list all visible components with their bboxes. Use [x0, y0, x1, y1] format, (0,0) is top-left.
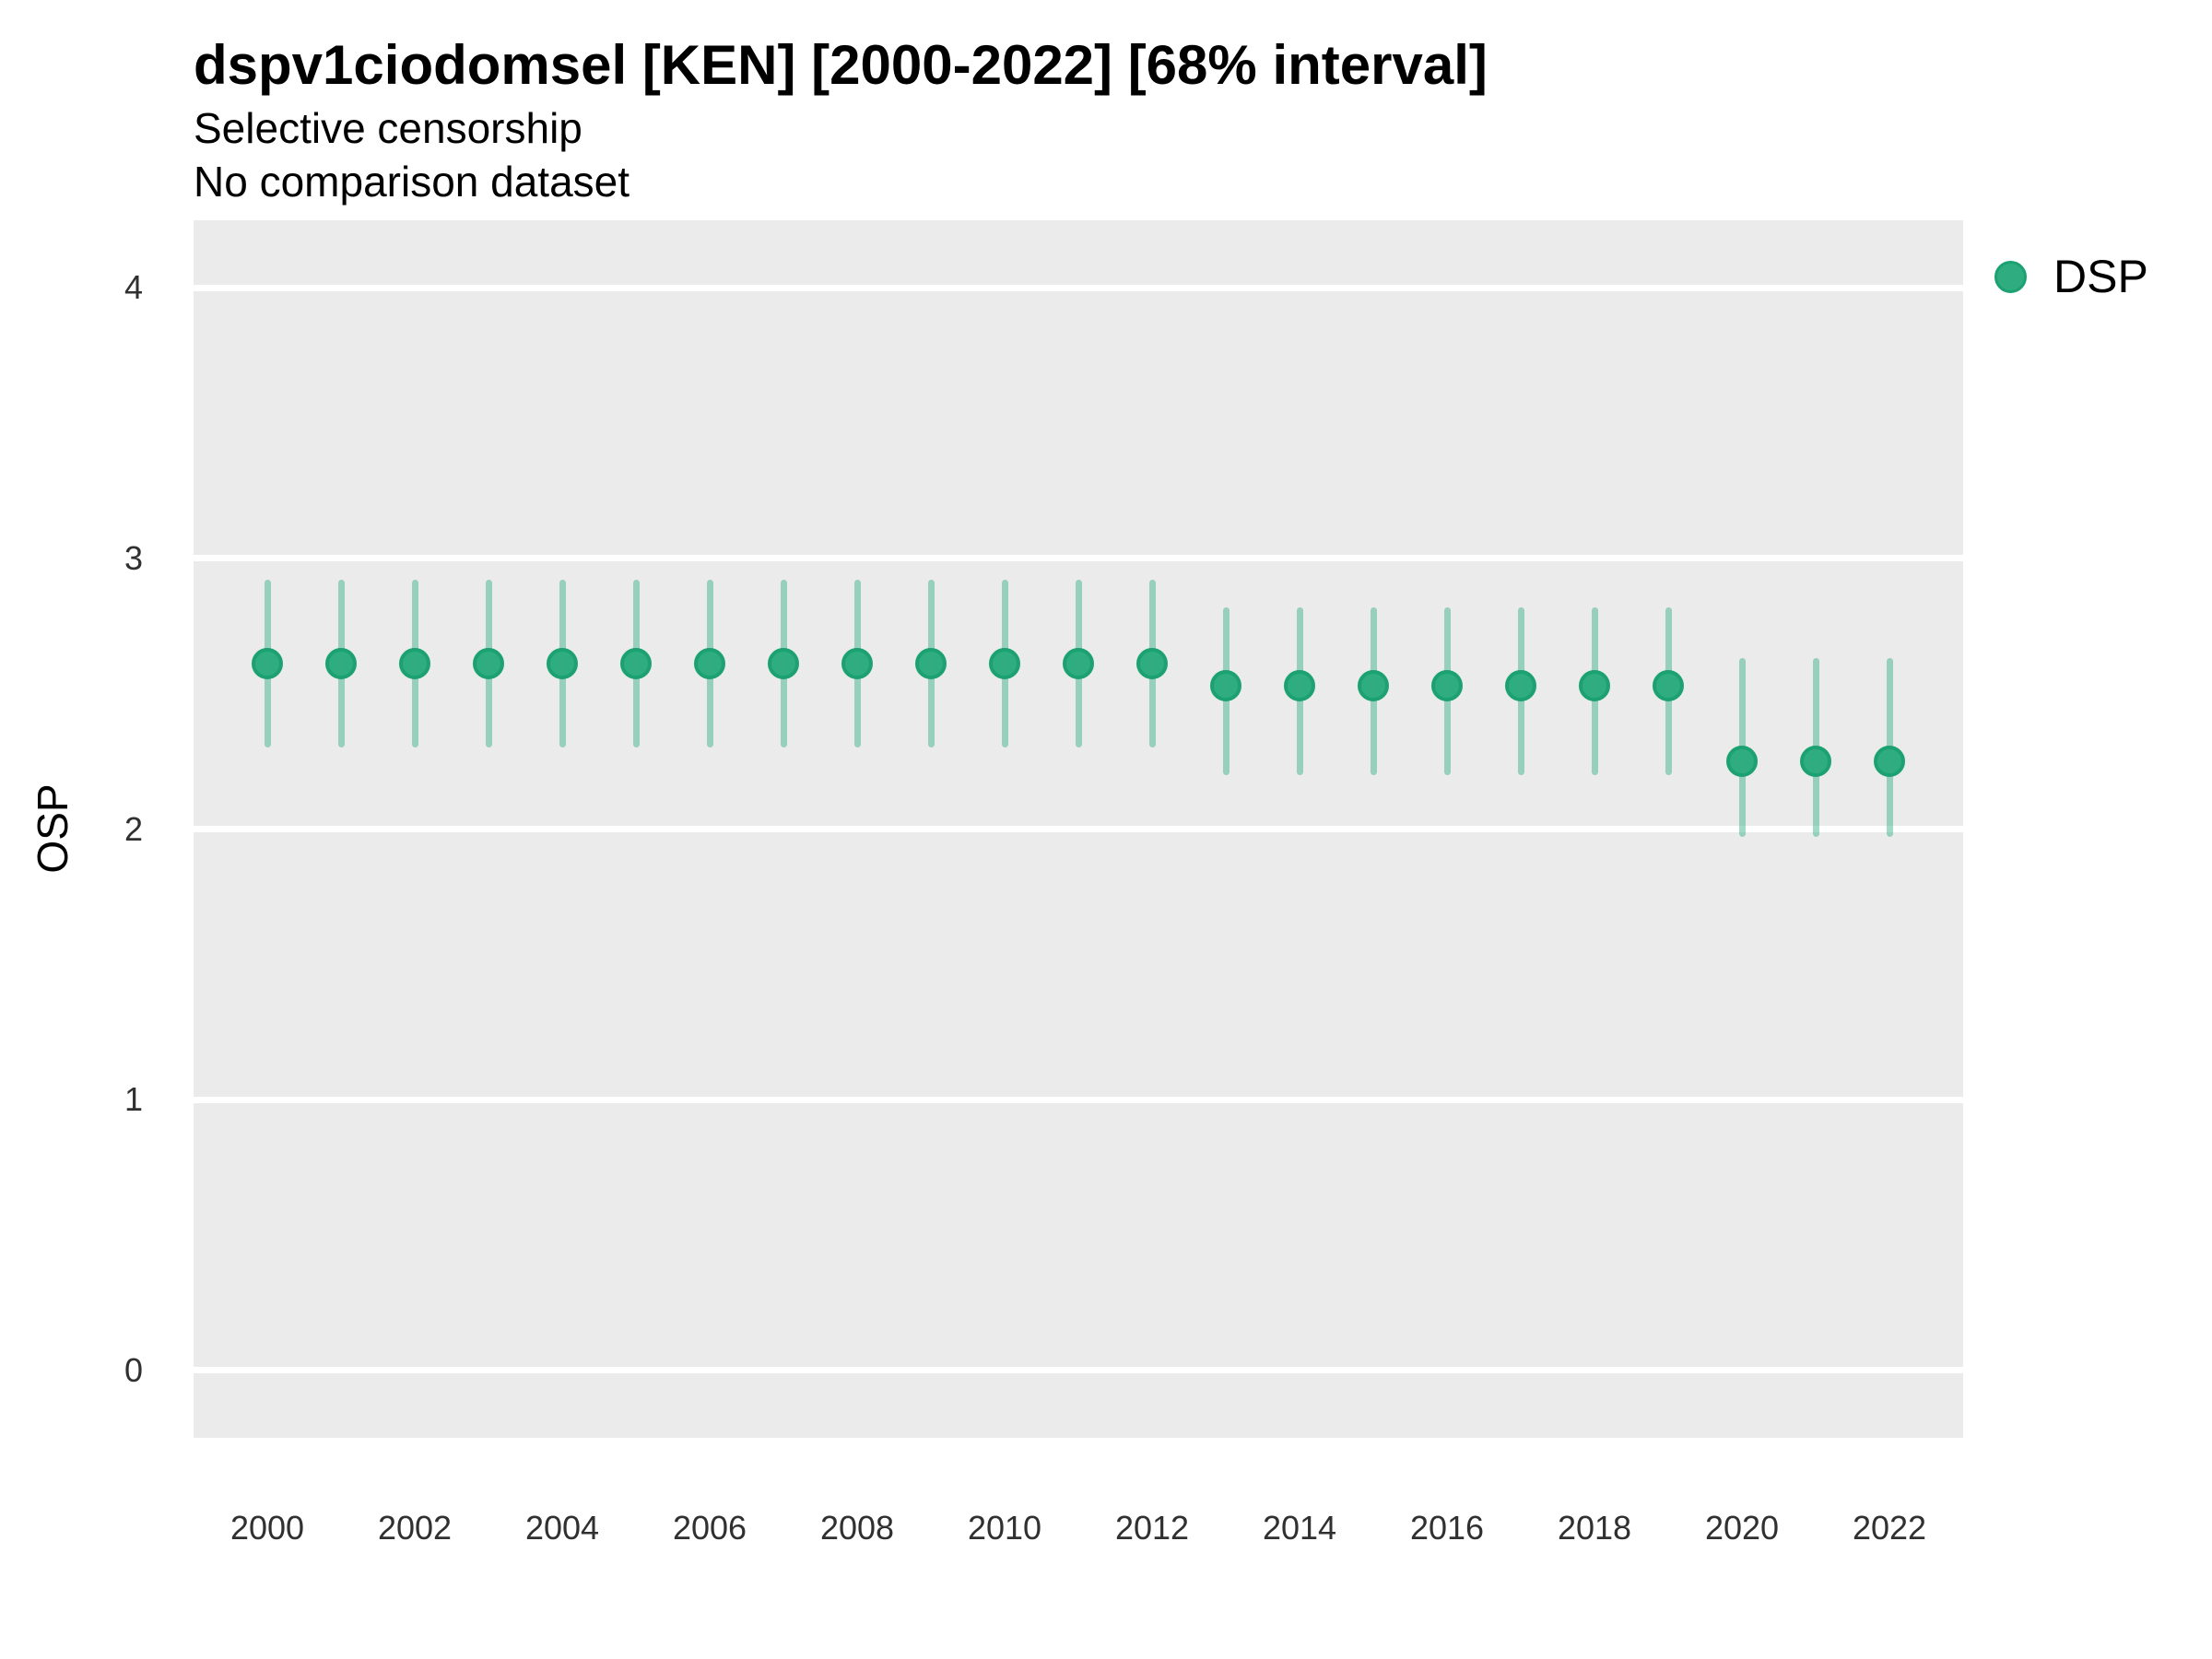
legend-dsp-dot-icon — [1994, 261, 2027, 293]
y-gridline-1 — [194, 1096, 1963, 1103]
x-tick-label-2010: 2010 — [967, 1509, 1042, 1547]
x-tick-label-2002: 2002 — [377, 1509, 453, 1547]
x-tick-label-2022: 2022 — [1852, 1509, 1927, 1547]
legend-dsp-label: DSP — [2053, 251, 2148, 302]
x-tick-label-2008: 2008 — [819, 1509, 895, 1547]
y-tick-label-3: 3 — [124, 538, 143, 577]
x-tick-label-2006: 2006 — [672, 1509, 747, 1547]
data-point-2018 — [1579, 669, 1610, 701]
x-tick-label-2014: 2014 — [1262, 1509, 1337, 1547]
x-tick-label-2004: 2004 — [524, 1509, 600, 1547]
x-tick-label-2000: 2000 — [229, 1509, 305, 1547]
data-point-2013 — [1210, 669, 1241, 701]
data-point-2011 — [1063, 648, 1094, 680]
x-tick-label-2016: 2016 — [1409, 1509, 1485, 1547]
data-point-2000 — [252, 648, 283, 680]
data-point-2022 — [1874, 746, 1905, 778]
data-point-2009 — [915, 648, 947, 680]
data-point-2017 — [1505, 669, 1536, 701]
plot-panel — [194, 220, 1963, 1438]
data-point-2014 — [1284, 669, 1315, 701]
y-tick-label-0: 0 — [124, 1350, 143, 1389]
data-point-2012 — [1136, 648, 1168, 680]
data-point-2004 — [547, 648, 578, 680]
data-point-2008 — [841, 648, 873, 680]
y-gridline-4 — [194, 284, 1963, 291]
y-axis-title: OSP — [29, 783, 76, 874]
data-point-2016 — [1431, 669, 1463, 701]
y-tick-label-2: 2 — [124, 809, 143, 848]
x-tick-label-2020: 2020 — [1704, 1509, 1780, 1547]
data-point-2006 — [694, 648, 725, 680]
chart-subtitle-censorship: Selective censorship — [194, 104, 582, 152]
data-point-2005 — [620, 648, 652, 680]
data-point-2002 — [399, 648, 430, 680]
data-point-2001 — [325, 648, 357, 680]
data-point-2015 — [1358, 669, 1389, 701]
y-gridline-3 — [194, 555, 1963, 562]
x-tick-label-2018: 2018 — [1557, 1509, 1632, 1547]
chart-subtitle-comparison: No comparison dataset — [194, 158, 630, 206]
y-tick-label-4: 4 — [124, 268, 143, 307]
data-point-2021 — [1800, 746, 1831, 778]
y-tick-label-1: 1 — [124, 1080, 143, 1119]
y-gridline-0 — [194, 1367, 1963, 1374]
y-gridline-2 — [194, 826, 1963, 832]
data-point-2010 — [989, 648, 1020, 680]
data-point-2020 — [1726, 746, 1758, 778]
data-point-2019 — [1653, 669, 1684, 701]
chart-title: dspv1ciodomsel [KEN] [2000-2022] [68% in… — [194, 34, 1488, 96]
data-point-2003 — [473, 648, 504, 680]
data-point-2007 — [768, 648, 799, 680]
x-tick-label-2012: 2012 — [1114, 1509, 1190, 1547]
